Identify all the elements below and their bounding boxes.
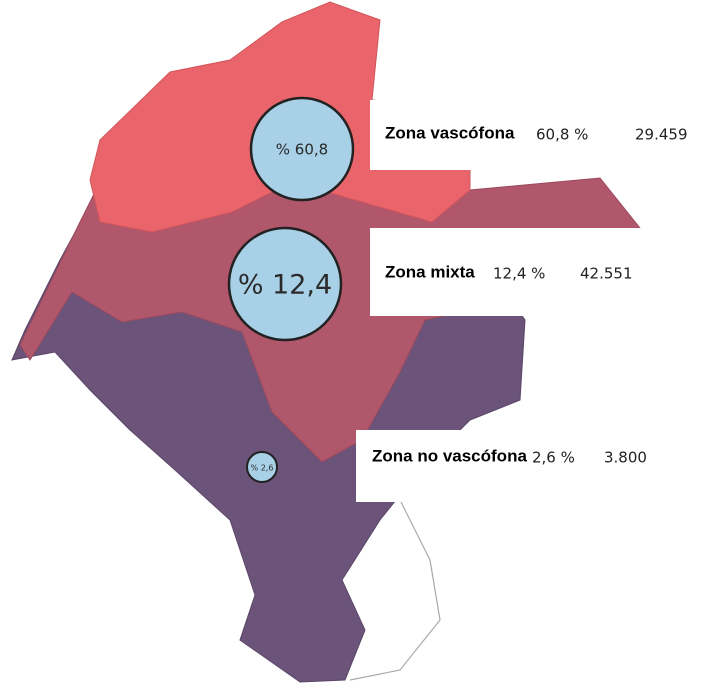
- label-box: [370, 100, 702, 170]
- border-line: [349, 499, 441, 681]
- zone-percent: 2,6 %: [532, 449, 575, 467]
- label-box: [370, 228, 702, 316]
- circle-label: % 2,6: [251, 464, 274, 473]
- zone-count: 3.800: [604, 449, 647, 467]
- zone-circle: [246, 451, 278, 483]
- circle-label: % 60,8: [276, 141, 328, 159]
- zone-name: Zona mixta: [385, 262, 475, 281]
- zone-circle: [249, 96, 355, 202]
- zone-name: Zona vascófona: [385, 123, 515, 142]
- zone-count: 42.551: [580, 265, 633, 283]
- zone-percent: 12,4 %: [493, 265, 545, 283]
- label-box: [356, 430, 702, 502]
- zone-percent: 60,8 %: [536, 126, 588, 144]
- zone-count: 29.459: [635, 126, 688, 144]
- zone-name: Zona no vascófona: [372, 446, 527, 465]
- zone-circle: [227, 226, 343, 342]
- circle-label: % 12,4: [238, 270, 332, 301]
